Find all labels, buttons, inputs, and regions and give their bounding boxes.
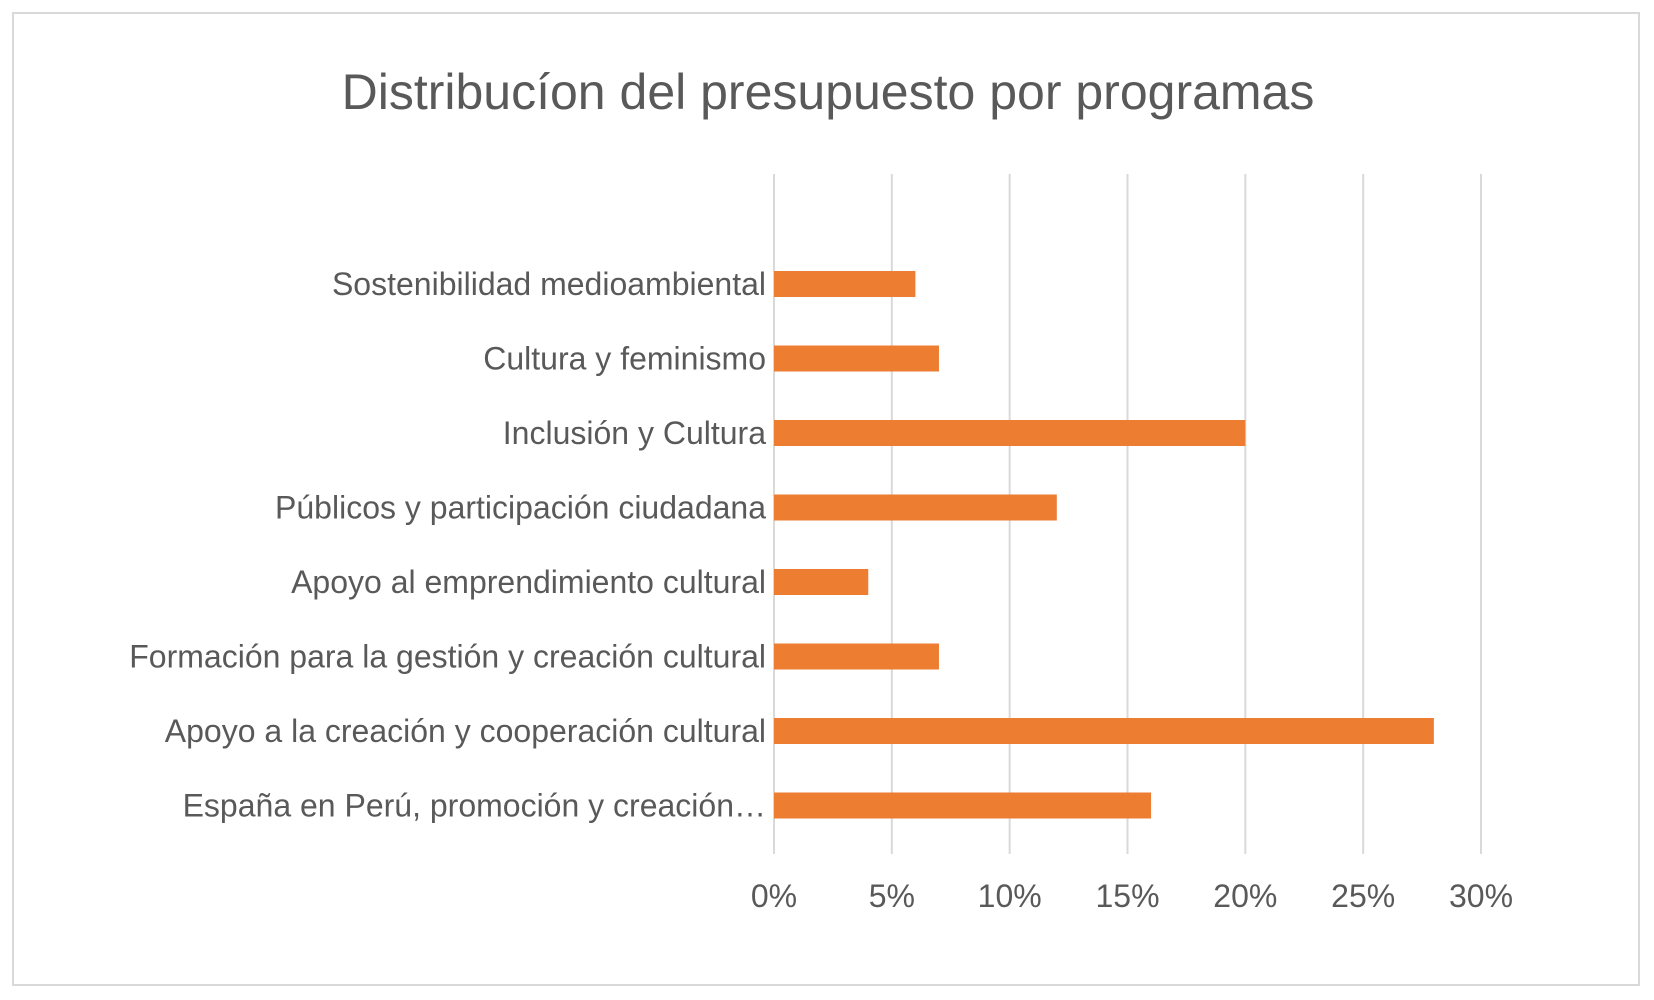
- category-label: España en Perú, promoción y creación…: [183, 788, 766, 824]
- category-labels: Sostenibilidad medioambiental Cultura y f…: [129, 266, 766, 824]
- chart-container: Distribucíon del presupuesto por program…: [12, 12, 1640, 986]
- x-tick-label: 5%: [869, 878, 915, 914]
- bars: [774, 271, 1434, 819]
- bar: [774, 718, 1434, 744]
- bar: [774, 494, 1057, 521]
- x-tick-label: 25%: [1331, 878, 1395, 914]
- category-label: Sostenibilidad medioambiental: [332, 266, 766, 302]
- bar: [774, 345, 939, 372]
- x-tick-label: 0%: [751, 878, 797, 914]
- bar: [774, 643, 939, 670]
- category-label: Públicos y participación ciudadana: [275, 490, 766, 526]
- category-label: Cultura y feminismo: [483, 341, 766, 377]
- bar-chart: Distribucíon del presupuesto por program…: [129, 64, 1513, 914]
- chart-title: Distribucíon del presupuesto por program…: [342, 64, 1315, 120]
- x-tick-label: 30%: [1449, 878, 1513, 914]
- x-tick-label: 20%: [1213, 878, 1277, 914]
- category-label: Apoyo a la creación y cooperación cultur…: [165, 713, 766, 749]
- x-axis-tick-labels: 0% 5% 10% 15% 20% 25% 30%: [751, 878, 1513, 914]
- bar: [774, 792, 1152, 819]
- category-label: Apoyo al emprendimiento cultural: [291, 564, 766, 600]
- x-tick-label: 15%: [1095, 878, 1159, 914]
- category-label: Inclusión y Cultura: [503, 415, 766, 451]
- x-tick-label: 10%: [978, 878, 1042, 914]
- category-label: Formación para la gestión y creación cul…: [129, 639, 766, 675]
- bar: [774, 271, 916, 297]
- bar: [774, 569, 869, 595]
- bar: [774, 420, 1246, 446]
